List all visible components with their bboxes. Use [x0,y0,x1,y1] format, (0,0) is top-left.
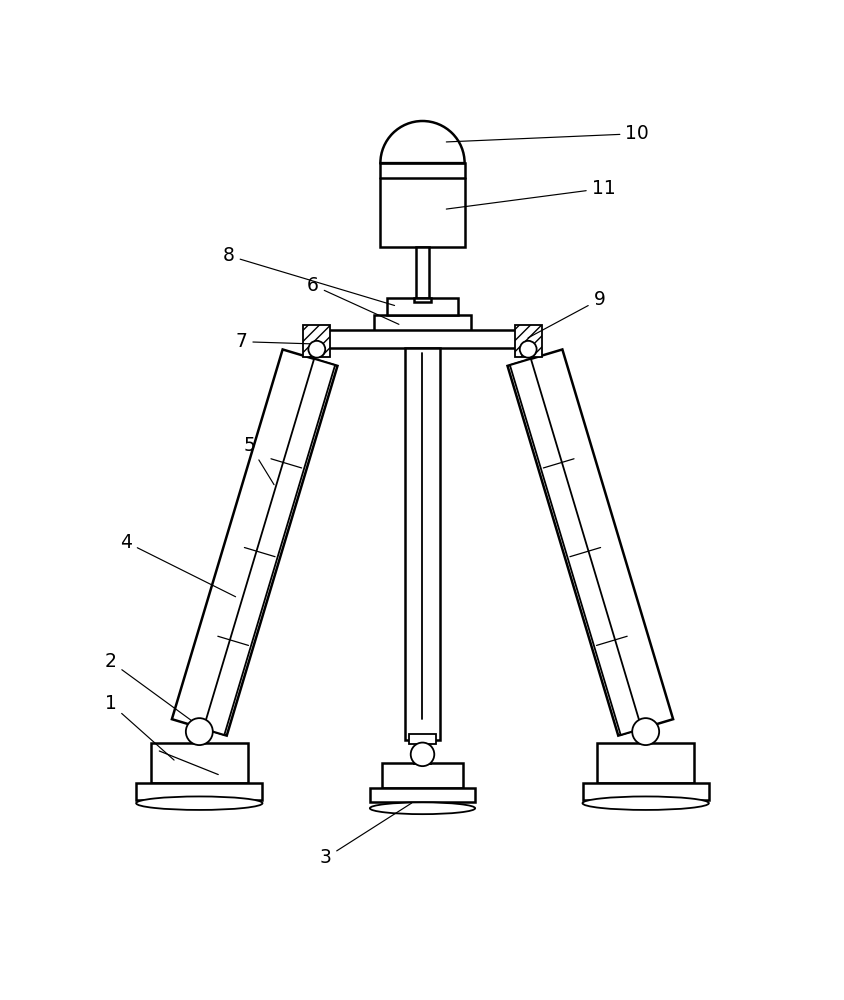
Bar [370,788,474,802]
Circle shape [410,743,434,766]
Ellipse shape [582,796,708,810]
Bar [404,348,440,740]
Bar [323,330,521,348]
Text: 4: 4 [120,533,235,597]
Bar [415,247,429,302]
Bar [514,325,541,357]
Polygon shape [509,359,641,735]
Bar [387,298,457,315]
Bar [414,298,430,302]
Bar [582,783,708,800]
Bar [151,743,247,783]
Bar [597,743,693,783]
Circle shape [186,718,213,745]
Text: 1: 1 [105,694,174,760]
Circle shape [519,341,536,358]
Bar [408,734,436,744]
Text: 3: 3 [319,803,411,867]
Polygon shape [171,349,337,736]
Text: 8: 8 [223,246,394,305]
Ellipse shape [370,802,474,814]
Polygon shape [507,349,673,736]
Circle shape [631,718,658,745]
Bar [414,763,430,764]
Text: 6: 6 [306,276,398,324]
Bar [136,783,262,800]
Bar [374,315,470,342]
Text: 9: 9 [528,290,604,338]
Wedge shape [380,121,464,163]
Circle shape [308,341,325,358]
Text: 11: 11 [446,179,614,209]
Text: 7: 7 [235,332,314,351]
Text: 2: 2 [105,652,192,722]
Bar [382,763,462,788]
Text: 5: 5 [244,436,273,485]
Bar [303,325,330,357]
Polygon shape [203,359,335,735]
Text: 10: 10 [446,124,648,143]
Ellipse shape [136,796,262,810]
Bar [380,163,464,247]
